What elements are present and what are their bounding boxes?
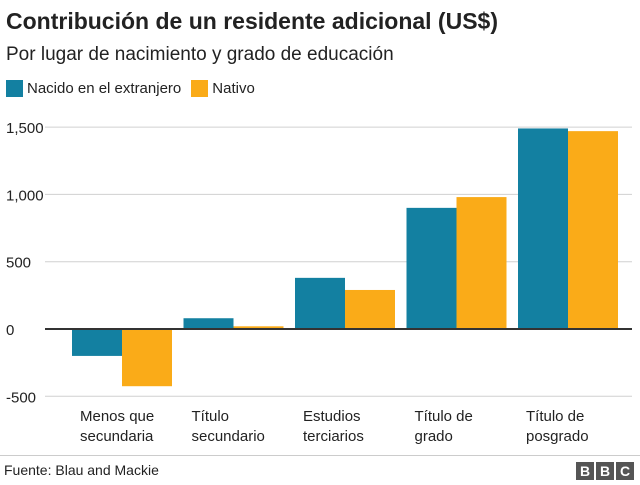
x-tick-label: Estudios [303, 408, 361, 425]
y-tick-label: 1,500 [6, 120, 44, 137]
bar [233, 326, 284, 329]
y-tick-label: -500 [6, 389, 36, 406]
x-tick-label: posgrado [526, 428, 589, 445]
x-tick-label: Título de [415, 408, 473, 425]
x-tick-label: Menos que [80, 408, 154, 425]
bar [345, 289, 395, 329]
bar [122, 329, 172, 387]
bar [183, 318, 234, 329]
x-tick-label: grado [415, 428, 453, 445]
bar [406, 207, 457, 329]
x-tick-label: secundaria [80, 428, 154, 445]
footer-divider [0, 455, 640, 456]
legend-label-native: Nativo [212, 80, 255, 97]
x-tick-label: terciarios [303, 428, 364, 445]
legend-swatch-native [191, 80, 209, 97]
x-tick-label: Título de [526, 408, 584, 425]
bar [72, 329, 122, 356]
plot-area: -500 0 500 1,000 1,500 Menos que secundaria Tít… [6, 120, 632, 445]
source-text: Fuente: Blau and Mackie [4, 462, 159, 478]
legend: Nacido en el extranjero Nativo [6, 80, 265, 97]
bar [518, 128, 568, 329]
bar [568, 131, 618, 329]
chart-title: Contribución de un residente adicional (… [6, 8, 498, 34]
y-tick-label: 500 [6, 255, 31, 272]
bar [295, 277, 345, 329]
legend-swatch-foreign [6, 80, 23, 97]
y-tick-label: 1,000 [6, 187, 44, 204]
legend-label-foreign: Nacido en el extranjero [27, 80, 182, 97]
x-tick-label: Título [192, 408, 230, 425]
y-tick-label: 0 [6, 322, 14, 339]
bar [456, 197, 507, 329]
chart-subtitle: Por lugar de nacimiento y grado de educa… [6, 44, 394, 65]
x-tick-label: secundario [192, 428, 265, 445]
